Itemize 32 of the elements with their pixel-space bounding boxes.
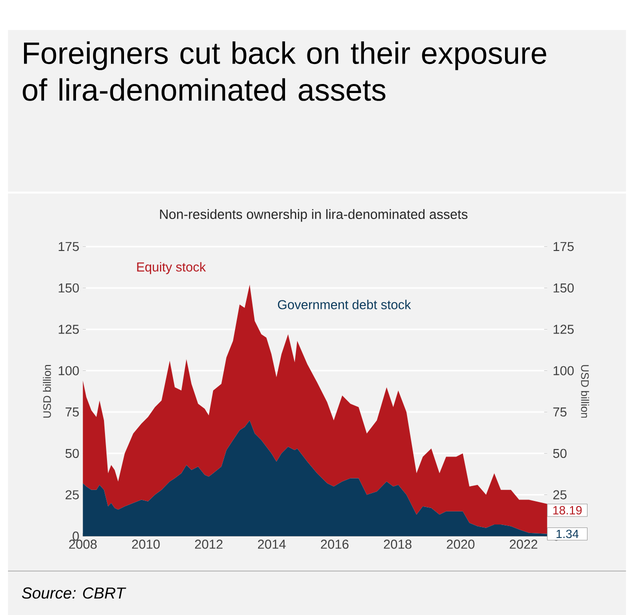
y2-axis-title: USD billion: [581, 365, 590, 418]
x-tick-label: 2008: [69, 540, 97, 549]
x-tick-label: 2018: [384, 540, 412, 549]
text: Equity stock: [137, 262, 206, 274]
y-tick-label: 100: [58, 366, 79, 376]
y-tick-label: 150: [58, 283, 79, 293]
text: Government debt stock: [278, 300, 411, 310]
y-tick-label: 125: [58, 324, 79, 334]
x-tick-label: 2012: [195, 540, 222, 549]
chart-subtitle: Non-residents ownership in lira-denominated assets: [160, 209, 468, 222]
y2-tick-label: 75: [553, 408, 566, 417]
y-tick-label: 50: [65, 448, 79, 458]
y2-tick-label: 125: [554, 324, 574, 334]
y-axis-title: USD billion: [42, 365, 51, 418]
chart-title: Foreigners cut back on their exposure of lira-denominated assets: [22, 41, 546, 101]
x-tick-label: 2010: [132, 540, 160, 549]
y-tick-label: 175: [58, 242, 79, 252]
x-tick-label: 2022: [510, 540, 538, 549]
y2-tick-label: 50: [553, 448, 567, 458]
data-label: 1.34: [556, 530, 579, 538]
y2-tick-label: 150: [554, 283, 574, 293]
y2-tick-label: 100: [554, 366, 574, 376]
y2-tick-label: 25: [553, 490, 566, 500]
y-tick-label: 0: [72, 532, 79, 541]
source-note: Source: CBRT: [22, 587, 126, 599]
data-label: 18.19: [553, 506, 582, 514]
x-tick-label: 2020: [446, 540, 474, 549]
y-tick-label: 75: [66, 408, 79, 417]
y-tick-label: 25: [66, 490, 79, 500]
x-tick-label: 2016: [320, 540, 348, 549]
y2-tick-label: 175: [554, 242, 574, 252]
x-tick-label: 2014: [258, 540, 286, 549]
